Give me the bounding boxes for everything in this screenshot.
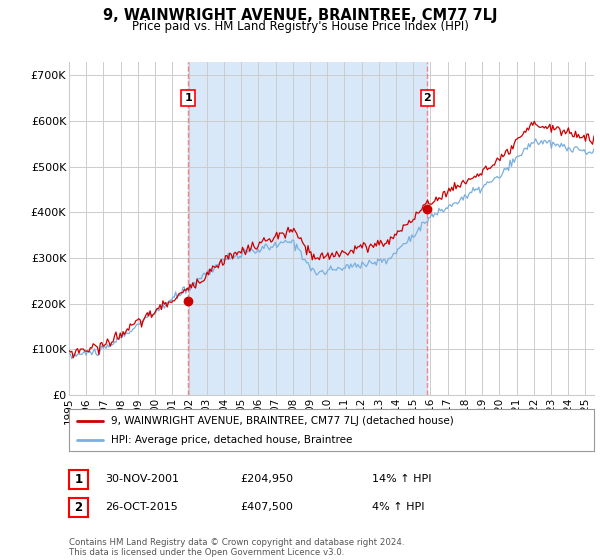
Text: 4% ↑ HPI: 4% ↑ HPI bbox=[372, 502, 425, 512]
Text: Price paid vs. HM Land Registry's House Price Index (HPI): Price paid vs. HM Land Registry's House … bbox=[131, 20, 469, 32]
Text: Contains HM Land Registry data © Crown copyright and database right 2024.
This d: Contains HM Land Registry data © Crown c… bbox=[69, 538, 404, 557]
Text: £204,950: £204,950 bbox=[240, 474, 293, 484]
Text: 26-OCT-2015: 26-OCT-2015 bbox=[105, 502, 178, 512]
Text: 30-NOV-2001: 30-NOV-2001 bbox=[105, 474, 179, 484]
Text: 2: 2 bbox=[74, 501, 83, 514]
Text: 9, WAINWRIGHT AVENUE, BRAINTREE, CM77 7LJ: 9, WAINWRIGHT AVENUE, BRAINTREE, CM77 7L… bbox=[103, 8, 497, 24]
Text: 1: 1 bbox=[184, 93, 192, 103]
Text: 2: 2 bbox=[424, 93, 431, 103]
Text: £407,500: £407,500 bbox=[240, 502, 293, 512]
Text: 14% ↑ HPI: 14% ↑ HPI bbox=[372, 474, 431, 484]
Text: 9, WAINWRIGHT AVENUE, BRAINTREE, CM77 7LJ (detached house): 9, WAINWRIGHT AVENUE, BRAINTREE, CM77 7L… bbox=[111, 416, 454, 426]
Text: HPI: Average price, detached house, Braintree: HPI: Average price, detached house, Brai… bbox=[111, 435, 352, 445]
Bar bbox=[188, 62, 427, 395]
Text: 1: 1 bbox=[74, 473, 83, 486]
